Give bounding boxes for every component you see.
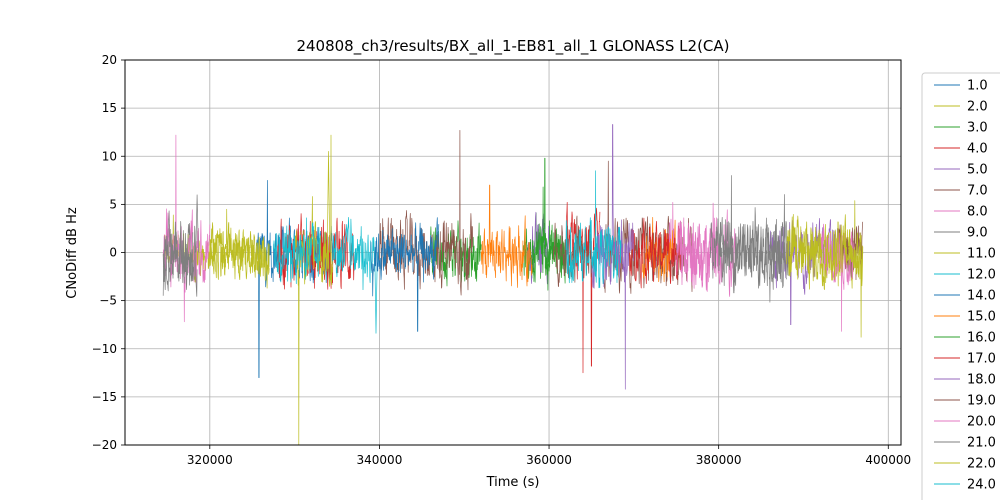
legend-entry-label: 8.0 [967, 205, 988, 220]
x-tick-label: 340000 [357, 453, 403, 467]
legend-entry-label: 17.0 [967, 352, 996, 367]
x-tick-label: 320000 [187, 453, 233, 467]
legend-entry-label: 19.0 [967, 394, 996, 409]
legend-entry-label: 14.0 [967, 289, 996, 304]
legend-entry-label: 5.0 [967, 163, 988, 178]
y-tick-label: −15 [92, 390, 117, 404]
legend-entry-label: 3.0 [967, 121, 988, 136]
y-tick-label: 15 [102, 101, 117, 115]
y-tick-label: −10 [92, 342, 117, 356]
x-axis-label: Time (s) [486, 475, 540, 490]
legend: 1.0 2.0 3.0 4.0 5.0 7.0 8.0 9.0 11.0 12.0 14.0 15.0… [921, 72, 1000, 500]
y-tick-label: 0 [109, 246, 117, 260]
legend-entry-label: 24.0 [967, 478, 996, 493]
y-tick-label: 10 [102, 149, 117, 163]
x-tick-label: 360000 [526, 453, 572, 467]
legend-entry-label: 20.0 [967, 415, 996, 430]
legend-entry-label: 22.0 [967, 457, 996, 472]
series-line-22-0 [209, 151, 864, 287]
series-line-15-0 [480, 184, 677, 288]
y-tick-label: −20 [92, 438, 117, 452]
legend-box [921, 72, 1000, 500]
chart-title: 240808_ch3/results/BX_all_1-EB81_all_1 G… [296, 37, 729, 56]
legend-entry-label: 2.0 [967, 100, 988, 115]
legend-entry-label: 9.0 [967, 226, 988, 241]
series-line-17-0 [629, 217, 681, 289]
x-tick-label: 380000 [696, 453, 742, 467]
legend-entry-label: 18.0 [967, 373, 996, 388]
series-line-16-0 [531, 186, 567, 291]
series-line-14-0 [370, 217, 440, 332]
y-tick-label: 5 [109, 197, 117, 211]
legend-entry-label: 16.0 [967, 331, 996, 346]
legend-entry-label: 11.0 [967, 247, 996, 262]
series-layer [162, 124, 864, 446]
legend-entry-label: 1.0 [967, 79, 988, 94]
y-axis-ticks: −20 −15 −10 −5 0 5 10 15 20 [92, 53, 125, 452]
x-axis-ticks: 320000 340000 360000 380000 400000 [187, 445, 911, 467]
y-axis-label: CNoDiff dB Hz [65, 207, 80, 299]
series-line-21-0 [162, 194, 792, 294]
series-line-18-0 [591, 124, 635, 390]
legend-entry-label: 4.0 [967, 142, 988, 157]
legend-entry-label: 7.0 [967, 184, 988, 199]
y-tick-label: −5 [99, 294, 117, 308]
y-tick-label: 20 [102, 53, 117, 67]
legend-entry-label: 21.0 [967, 436, 996, 451]
x-tick-label: 400000 [865, 453, 911, 467]
legend-entry-label: 15.0 [967, 310, 996, 325]
series-line-24-0 [273, 170, 622, 289]
series-line-12-0 [332, 217, 378, 334]
legend-entry-label: 12.0 [967, 268, 996, 283]
